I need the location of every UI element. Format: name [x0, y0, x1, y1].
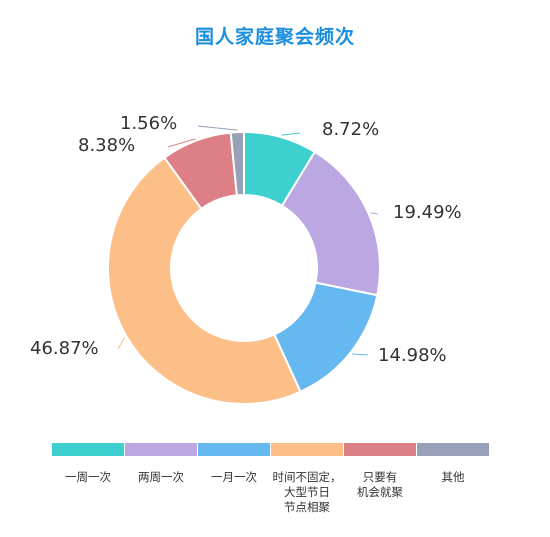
legend-swatch: [125, 443, 197, 456]
data-label-两周一次: 19.49%: [393, 202, 462, 223]
chart-title: 国人家庭聚会频次: [194, 26, 355, 48]
data-label-一周一次: 8.72%: [322, 119, 379, 140]
data-label-一月一次: 14.98%: [378, 345, 447, 366]
leader-line-其他: [197, 125, 238, 131]
data-label-其他: 1.56%: [120, 113, 177, 134]
legend-item-一月一次[interactable]: 一月一次: [198, 443, 270, 485]
legend-swatch: [417, 443, 489, 456]
slice-两周一次: [280, 150, 381, 297]
leader-line-两周一次: [370, 212, 379, 215]
legend-label: 一月一次: [211, 470, 257, 484]
legend-swatch: [344, 443, 416, 456]
leader-line-时间不固定大型节日节点相聚: [117, 337, 126, 350]
legend-swatch: [52, 443, 124, 456]
leader-line-一月一次: [351, 353, 369, 356]
legend-swatch: [198, 443, 270, 456]
legend-label: 其他: [441, 470, 465, 484]
leader-line-一周一次: [281, 132, 301, 136]
legend-item-一周一次[interactable]: 一周一次: [52, 443, 124, 485]
legend-item-其他[interactable]: 其他: [417, 443, 489, 485]
legend-item-两周一次[interactable]: 两周一次: [125, 443, 197, 485]
slice-其他: [229, 130, 245, 197]
legend-label: 两周一次: [138, 470, 184, 484]
slice-时间不固定大型节日节点相聚: [107, 156, 302, 405]
data-label-时间不固定大型节日节点相聚: 46.87%: [30, 338, 99, 359]
legend-item-时间不固定大型节日节点相聚[interactable]: 时间不固定， 大型节日 节点相聚: [271, 443, 343, 515]
legend-label: 一周一次: [65, 470, 111, 484]
leader-line-只要有机会就聚: [167, 138, 196, 148]
legend-label: 时间不固定， 大型节日 节点相聚: [272, 470, 342, 514]
legend-item-只要有机会就聚[interactable]: 只要有 机会就聚: [344, 443, 416, 500]
data-label-只要有机会就聚: 8.38%: [78, 135, 135, 156]
legend-label: 只要有 机会就聚: [357, 470, 403, 499]
legend-swatch: [271, 443, 343, 456]
